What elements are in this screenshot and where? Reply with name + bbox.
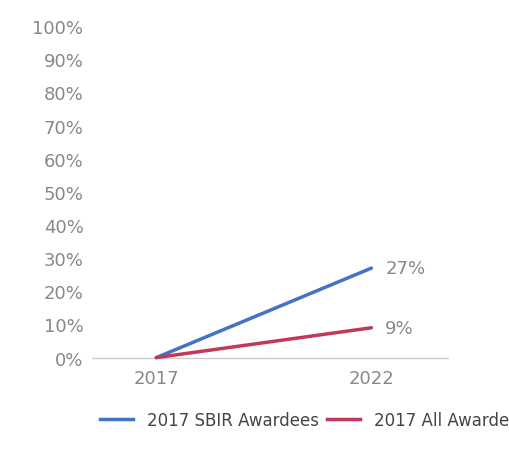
Text: 9%: 9%	[384, 319, 413, 337]
Legend: 2017 SBIR Awardees, 2017 All Awardees: 2017 SBIR Awardees, 2017 All Awardees	[100, 411, 509, 429]
Text: 27%: 27%	[384, 260, 425, 277]
